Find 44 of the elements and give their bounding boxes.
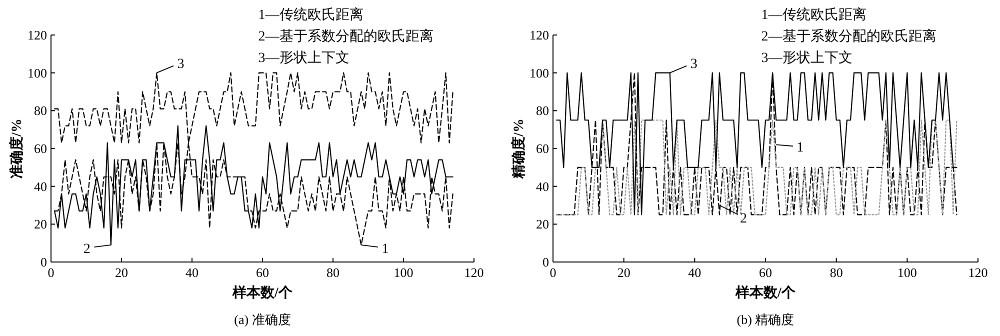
y-tick-label: 120 xyxy=(28,28,47,42)
y-tick-label: 60 xyxy=(34,141,47,156)
annotation: 1 xyxy=(796,140,804,156)
annotation: 3 xyxy=(690,56,698,72)
annotation: 2 xyxy=(83,242,90,257)
annotation: 2—基于系数分配的欧氏距离 xyxy=(258,28,434,44)
y-tick-label: 60 xyxy=(536,141,549,156)
y-tick-label: 0 xyxy=(40,254,47,270)
annotation: 2 xyxy=(740,211,747,226)
y-axis-title: 准确度/% xyxy=(8,118,25,178)
x-axis-title: 样本数/个 xyxy=(734,285,796,301)
text: 1—传统欧氏距离 xyxy=(258,7,364,23)
text: 1—传统欧氏距离 xyxy=(761,7,866,23)
text: (a) 准确度 xyxy=(234,312,291,327)
annotation: 3—形状上下文 xyxy=(761,50,852,66)
x-tick-label: 20 xyxy=(115,265,128,280)
x-tick-label: 100 xyxy=(394,265,414,280)
annotation: 1 xyxy=(382,242,389,257)
x-tick-label: 120 xyxy=(464,265,484,280)
y-tick-label: 40 xyxy=(536,178,549,194)
x-axis-title: 样本数/个 xyxy=(232,285,294,301)
x-tick-label: 100 xyxy=(897,265,917,280)
y-tick-label: 40 xyxy=(34,178,47,194)
y-tick-label: 20 xyxy=(34,216,47,232)
x-tick-label: 60 xyxy=(256,265,269,280)
y-tick-label: 100 xyxy=(530,65,549,80)
text: (b) 精确度 xyxy=(736,312,794,327)
x-tick-label: 20 xyxy=(617,265,630,280)
x-tick-label: 60 xyxy=(759,265,772,280)
y-tick-label: 120 xyxy=(530,28,549,42)
x-tick-label: 80 xyxy=(326,265,340,280)
x-tick-label: 120 xyxy=(968,265,988,280)
y-tick-label: 80 xyxy=(536,103,549,118)
x-tick-label: 40 xyxy=(688,265,702,280)
y-tick-label: 80 xyxy=(34,103,47,118)
annotation: 2—基于系数分配的欧氏距离 xyxy=(761,28,936,44)
y-axis-title: 精确度/% xyxy=(510,118,527,180)
x-tick-label: 40 xyxy=(186,265,198,280)
annotation: 3 xyxy=(177,56,184,72)
y-tick-label: 100 xyxy=(28,65,47,80)
x-tick-label: 80 xyxy=(830,265,843,280)
y-tick-label: 0 xyxy=(542,254,549,270)
y-tick-label: 20 xyxy=(536,216,549,232)
annotation: 3—形状上下文 xyxy=(258,50,350,66)
